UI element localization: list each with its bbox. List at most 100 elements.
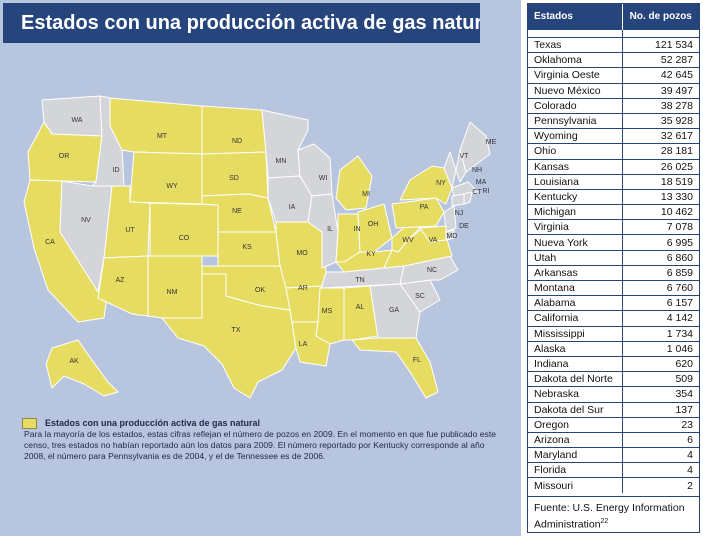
state-label-wa: WA bbox=[71, 117, 82, 124]
state-nd bbox=[201, 105, 267, 155]
state-me bbox=[459, 121, 491, 173]
well-count: 620 bbox=[621, 355, 699, 372]
state-ak bbox=[45, 339, 119, 397]
state-name: Alabama bbox=[528, 295, 623, 311]
state-name: Mississippi bbox=[528, 325, 623, 342]
state-al bbox=[343, 285, 379, 341]
well-count: 7 078 bbox=[621, 219, 699, 235]
state-label-ia: IA bbox=[289, 204, 296, 211]
legend-note: Para la mayoría de los estados, estas ci… bbox=[24, 429, 496, 461]
table-row: Dakota del Norte 509 bbox=[528, 371, 699, 387]
state-label-vt: VT bbox=[460, 153, 470, 160]
state-label-id: ID bbox=[113, 167, 120, 174]
well-count: 2 bbox=[621, 477, 699, 493]
state-label-sc: SC bbox=[415, 293, 425, 300]
well-count: 39 497 bbox=[621, 82, 699, 99]
well-count: 4 bbox=[621, 447, 699, 463]
state-label-ms: MS bbox=[322, 308, 333, 315]
state-name: Wyoming bbox=[528, 128, 623, 144]
table-row: Montana 6 760 bbox=[528, 279, 699, 296]
state-label-ny: NY bbox=[436, 180, 446, 187]
state-label-pa: PA bbox=[420, 204, 429, 211]
state-label-me: ME bbox=[486, 139, 497, 146]
state-name: Maryland bbox=[528, 447, 623, 463]
table-row: Virginia 7 078 bbox=[528, 219, 699, 235]
table-body: Texas 121 534 Oklahoma 52 287 Virginia Oeste… bbox=[528, 29, 699, 493]
table-row: Alabama 6 157 bbox=[528, 295, 699, 311]
page-title: Estados con una producción activa de gas… bbox=[3, 3, 480, 43]
state-name: Ohio bbox=[528, 143, 623, 159]
well-count: 509 bbox=[621, 371, 699, 387]
well-count: 52 287 bbox=[621, 52, 699, 68]
state-label-fl: FL bbox=[413, 357, 421, 364]
table-row: Texas 121 534 bbox=[528, 36, 699, 53]
well-count: 6 760 bbox=[621, 279, 699, 296]
source-note: Fuente: U.S. Energy Information Administ… bbox=[528, 496, 699, 532]
table-row: Dakota del Sur 137 bbox=[528, 401, 699, 418]
state-name: Texas bbox=[528, 36, 623, 53]
state-label-il: IL bbox=[327, 226, 333, 233]
well-count: 26 025 bbox=[621, 158, 699, 175]
state-name: Nueva York bbox=[528, 234, 623, 251]
state-name: Arizona bbox=[528, 431, 623, 448]
well-count: 6 995 bbox=[621, 234, 699, 251]
state-label-mn: MN bbox=[276, 158, 287, 165]
state-label-ky: KY bbox=[366, 251, 376, 258]
state-label-mo: MO bbox=[296, 250, 308, 257]
state-name: Michigan bbox=[528, 204, 623, 220]
well-count: 13 330 bbox=[621, 188, 699, 205]
table-row: Alaska 1 046 bbox=[528, 340, 699, 357]
state-name: Nebraska bbox=[528, 386, 623, 402]
state-name: Virginia bbox=[528, 219, 623, 235]
state-label-nd: ND bbox=[232, 138, 242, 145]
well-count: 38 278 bbox=[621, 97, 699, 114]
state-label-ma: MA bbox=[476, 179, 487, 186]
state-label-ut: UT bbox=[125, 227, 135, 234]
state-nj bbox=[443, 205, 457, 233]
state-label-mt: MT bbox=[157, 133, 168, 140]
state-label-or: OR bbox=[59, 153, 70, 160]
state-fl bbox=[351, 337, 439, 399]
state-label-ok: OK bbox=[255, 287, 265, 294]
table-row: Louisiana 18 519 bbox=[528, 173, 699, 190]
state-label-nj: NJ bbox=[455, 210, 464, 217]
state-name: Nuevo México bbox=[528, 82, 623, 99]
state-label-az: AZ bbox=[116, 277, 126, 284]
well-count: 121 534 bbox=[621, 36, 699, 53]
state-name: Kentucky bbox=[528, 188, 623, 205]
table-row: Florida 4 bbox=[528, 462, 699, 478]
table-row: California 4 142 bbox=[528, 310, 699, 327]
state-name: Dakota del Norte bbox=[528, 371, 623, 387]
legend-swatch bbox=[22, 418, 37, 429]
well-count: 1 046 bbox=[621, 340, 699, 357]
us-map: WA OR CA ID NV MT WY UT AZ CO NM ND SD NE KS OK TX MN IA MO… bbox=[23, 95, 497, 399]
state-label-al: AL bbox=[356, 304, 365, 311]
state-mi bbox=[335, 155, 373, 211]
state-il bbox=[307, 193, 339, 269]
table-spacer-row bbox=[528, 29, 699, 38]
map-panel: Estados con una producción activa de gas… bbox=[0, 0, 521, 536]
table-row: Mississippi 1 734 bbox=[528, 325, 699, 342]
table-row: Ohio 28 181 bbox=[528, 143, 699, 159]
state-label-ct: CT bbox=[472, 189, 482, 196]
well-count: 4 142 bbox=[621, 310, 699, 327]
state-name: Pennsylvania bbox=[528, 112, 623, 129]
table-row: Virginia Oeste 42 645 bbox=[528, 67, 699, 84]
table-row: Arizona 6 bbox=[528, 431, 699, 448]
state-label-ca: CA bbox=[45, 239, 55, 246]
state-label-in: IN bbox=[354, 226, 361, 233]
table-row: Kentucky 13 330 bbox=[528, 188, 699, 205]
well-count: 1 734 bbox=[621, 325, 699, 342]
well-count: 28 181 bbox=[621, 143, 699, 159]
state-label-ne: NE bbox=[232, 208, 242, 215]
state-label-tx: TX bbox=[232, 327, 241, 334]
table-row: Michigan 10 462 bbox=[528, 204, 699, 220]
well-count: 23 bbox=[621, 416, 699, 433]
state-label-nm: NM bbox=[167, 289, 178, 296]
well-count: 6 bbox=[621, 431, 699, 448]
well-count: 4 bbox=[621, 462, 699, 478]
source-text: Fuente: U.S. Energy Information Administ… bbox=[534, 502, 685, 531]
well-count: 354 bbox=[621, 386, 699, 402]
state-label-tn: TN bbox=[355, 277, 364, 284]
well-count: 137 bbox=[621, 401, 699, 418]
